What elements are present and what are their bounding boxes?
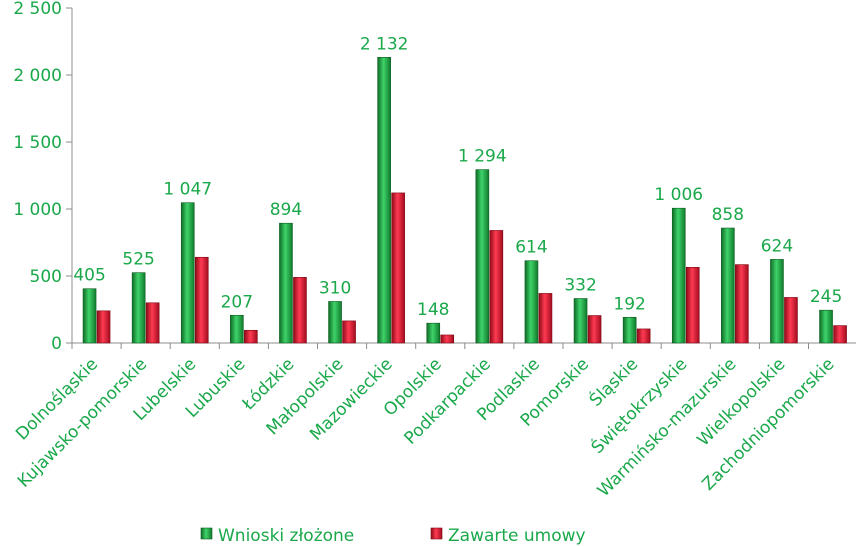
bar-umowy [784, 297, 798, 344]
bars [82, 57, 847, 344]
data-label: 310 [319, 278, 351, 298]
bar-wnioski [82, 288, 97, 344]
bar-umowy [489, 230, 504, 344]
bar-wnioski [180, 202, 195, 344]
y-tick-label: 2 000 [13, 66, 62, 86]
category-label: Podkarpackie [401, 354, 495, 448]
bar-umowy [440, 334, 455, 344]
bar-wnioski [279, 222, 293, 344]
data-label: 1 006 [654, 185, 703, 205]
bar-umowy [293, 277, 307, 344]
bar-umowy [96, 310, 111, 344]
bar-umowy [833, 325, 847, 344]
data-label: 624 [761, 236, 793, 256]
bar-wnioski [426, 322, 441, 344]
bar-umowy [587, 315, 602, 344]
data-label: 207 [221, 292, 253, 312]
data-label: 2 132 [360, 34, 409, 54]
y-tick-label: 0 [51, 334, 62, 354]
legend-label-wnioski: Wnioski złożone [218, 526, 354, 546]
data-label: 1 294 [458, 147, 507, 167]
data-label: 614 [515, 238, 547, 258]
bar-umowy [391, 192, 405, 344]
bar-umowy [685, 266, 700, 344]
axes: 0 500 1 000 1 500 2 000 2 500 [13, 0, 856, 354]
bar-wnioski [377, 57, 391, 344]
bar-wnioski [524, 260, 539, 344]
bar-wnioski [770, 259, 784, 344]
data-label: 1 047 [163, 180, 212, 200]
data-label: 192 [613, 294, 645, 314]
legend-swatch-umowy [430, 527, 443, 540]
data-label: 405 [73, 266, 105, 286]
bar-umowy [636, 328, 651, 344]
bar-umowy [538, 293, 553, 344]
bar-wnioski [230, 314, 244, 344]
bar-wnioski [671, 207, 686, 344]
data-label: 332 [564, 276, 596, 296]
bar-wnioski [328, 301, 342, 344]
bar-umowy [342, 320, 356, 344]
y-tick-label: 1 000 [13, 200, 62, 220]
data-label: 858 [712, 205, 744, 225]
bar-wnioski [131, 272, 146, 344]
bar-umowy [194, 256, 209, 344]
legend-label-umowy: Zawarte umowy [448, 526, 586, 546]
bar-umowy [244, 329, 258, 344]
bar-umowy [145, 302, 160, 344]
legend-swatch-wnioski [200, 527, 213, 540]
data-label: 894 [270, 200, 302, 220]
bar-wnioski [573, 298, 588, 344]
y-tick-label: 500 [30, 267, 62, 287]
bar-wnioski [819, 309, 833, 344]
bar-wnioski [622, 316, 637, 344]
y-tick-label: 1 500 [13, 133, 62, 153]
data-label: 525 [122, 250, 154, 270]
legend: Wnioski złożone Zawarte umowy [200, 526, 586, 546]
y-tick-label: 2 500 [13, 0, 62, 19]
data-label: 245 [810, 287, 842, 307]
bar-umowy [735, 264, 749, 344]
category-labels: DolnośląskieKujawsko-pomorskieLubelskieL… [12, 353, 839, 501]
bar-wnioski [721, 227, 735, 344]
data-labels: 405 525 1 047 207 894 310 2 132 148 1 294 614 332 1… [73, 34, 842, 320]
bar-wnioski [475, 169, 490, 344]
data-label: 148 [417, 300, 449, 320]
